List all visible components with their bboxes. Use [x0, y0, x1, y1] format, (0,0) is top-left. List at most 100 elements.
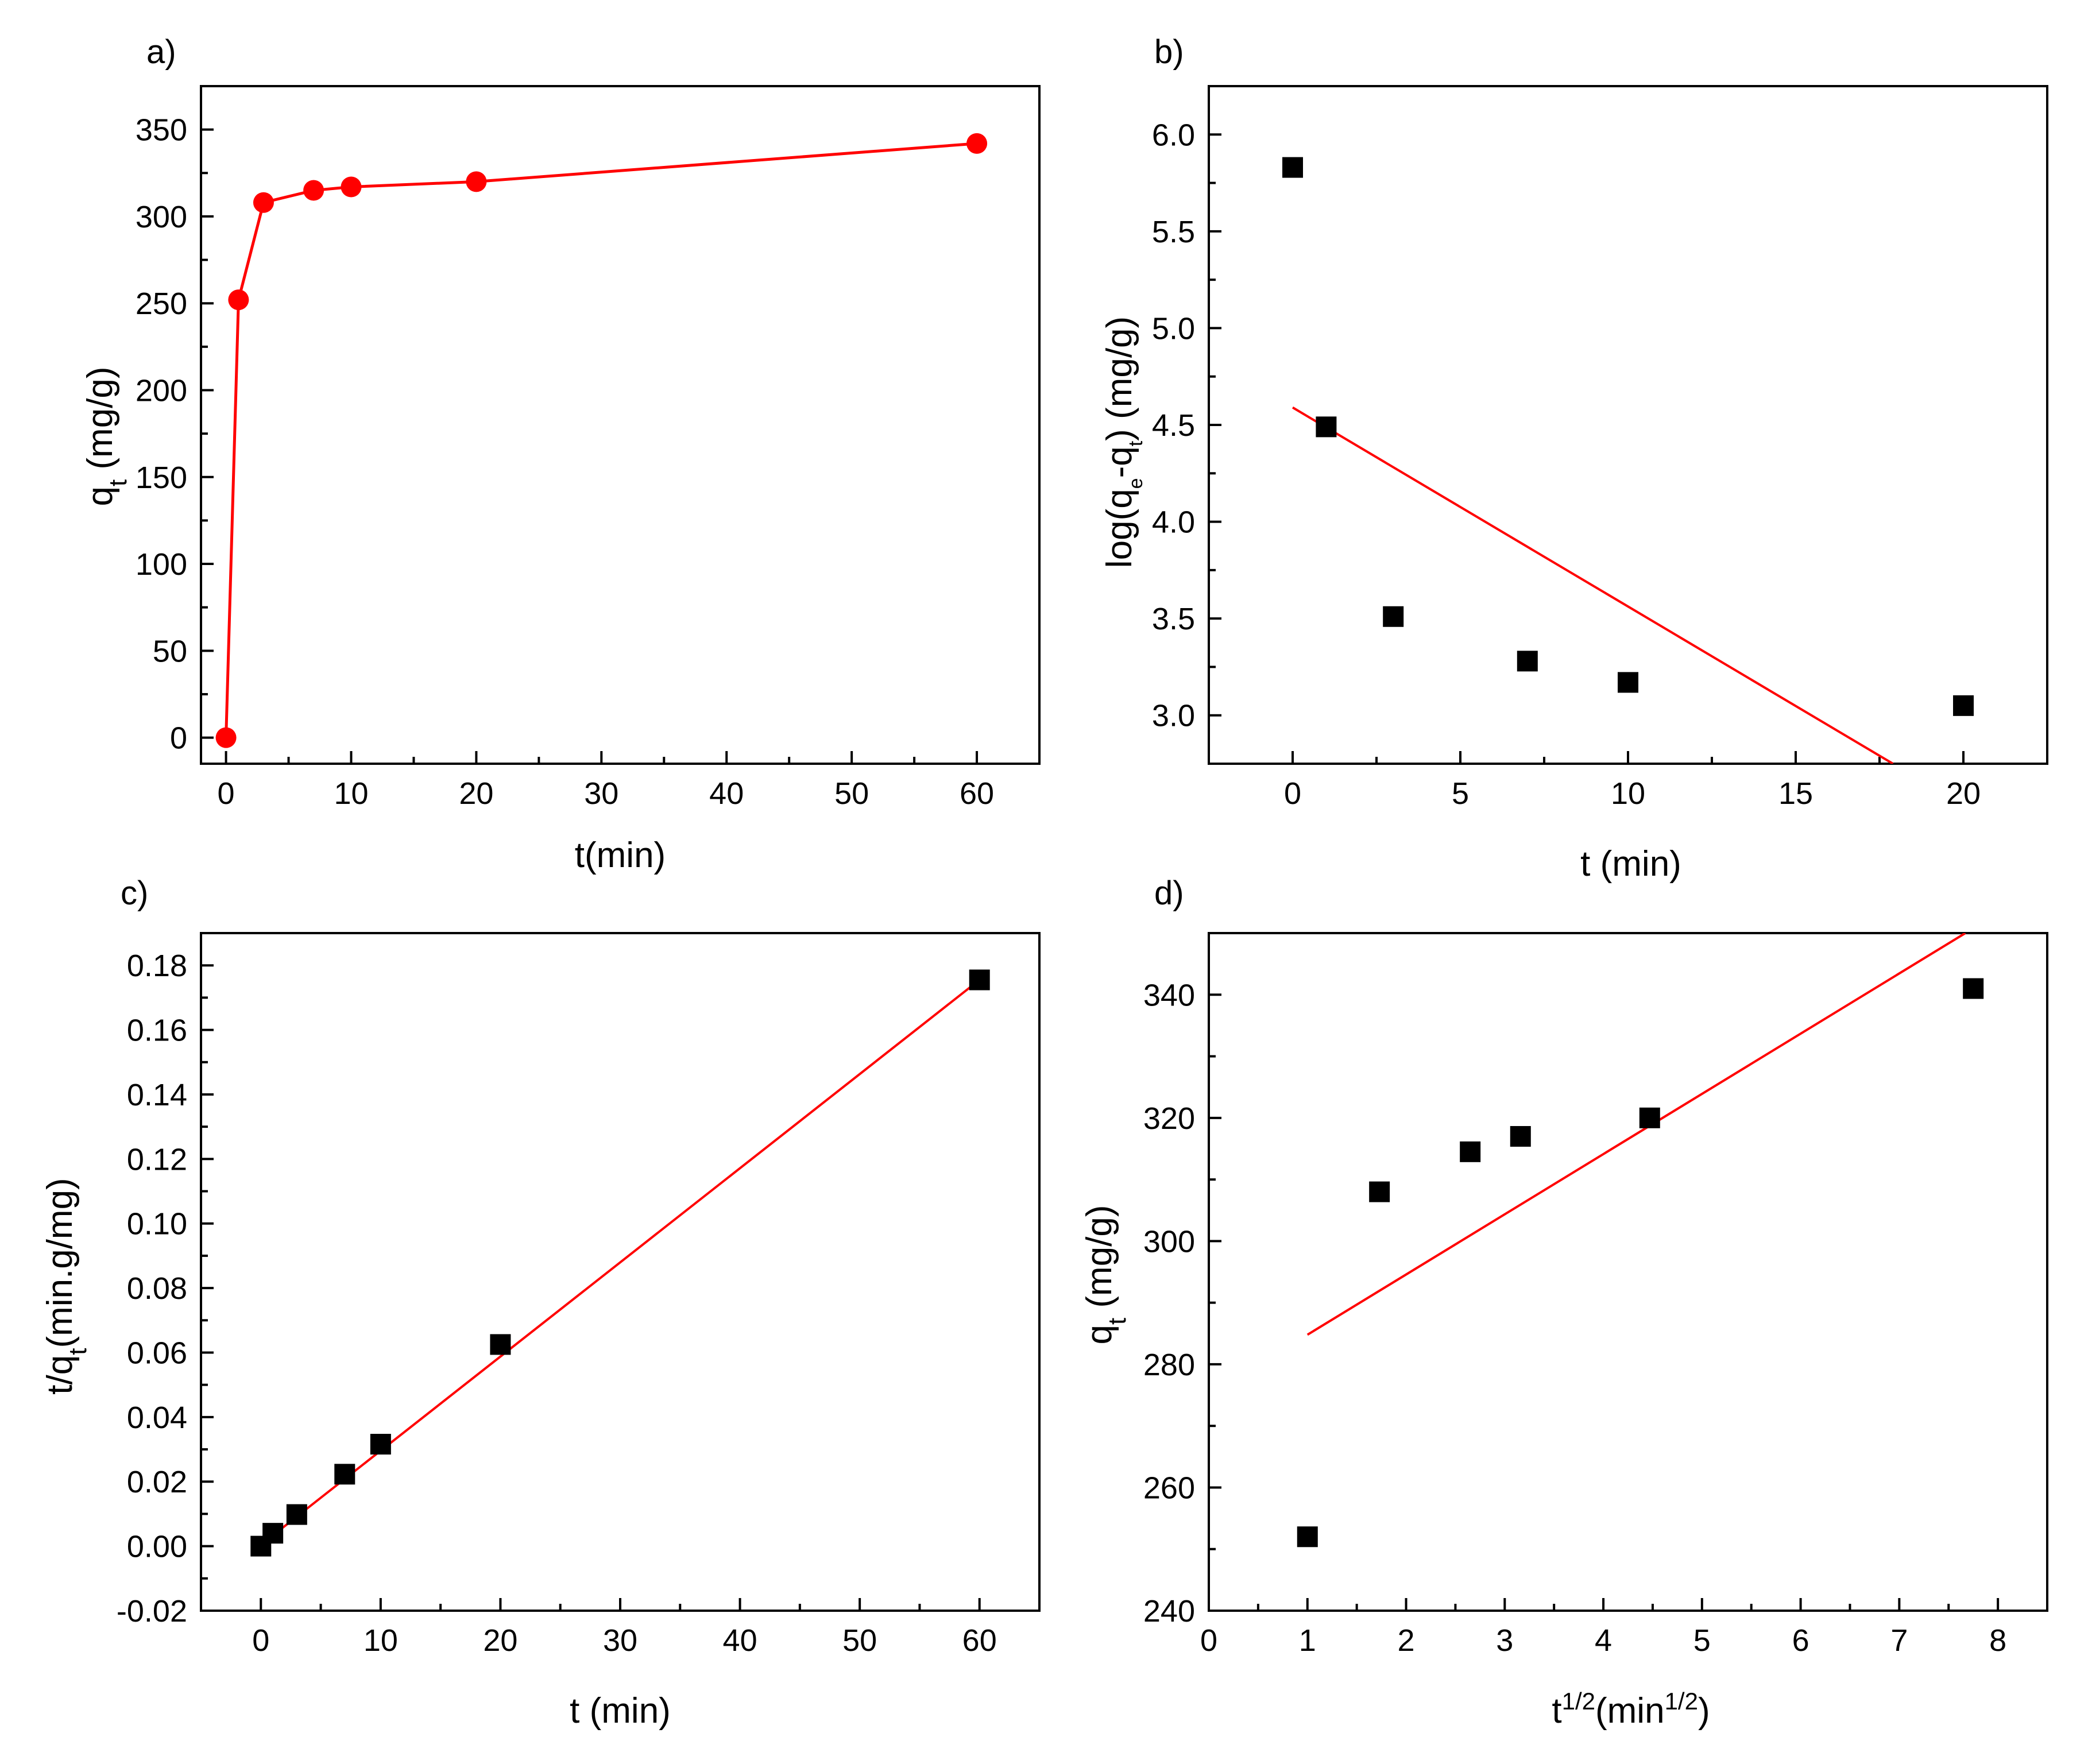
x-tick-label-b: 5 — [1452, 776, 1469, 811]
data-point-c — [286, 1504, 307, 1525]
y-tick-label-b: 4.5 — [1152, 408, 1195, 443]
x-tick-label-a: 0 — [218, 776, 235, 811]
y-tick-label-c: 0.18 — [127, 949, 187, 983]
data-point-c — [370, 1434, 391, 1455]
panel-a: a) 0 10 20 30 40 50 60 0 50 100 150 200 250 300 350 t(… — [80, 33, 1041, 875]
x-tick-label-c: 10 — [364, 1623, 398, 1658]
data-point-c — [262, 1523, 284, 1544]
x-tick-label-d: 2 — [1398, 1623, 1415, 1658]
x-axis-title-d: t1/2(min1/2) — [1552, 1688, 1710, 1731]
y-tick-label-c: 0.06 — [127, 1336, 187, 1370]
y-axis-title-b: log(qe-qt) (mg/g) — [1100, 316, 1147, 568]
y-tick-label-a: 50 — [153, 634, 187, 668]
data-point-b — [1953, 695, 1974, 716]
data-point-d — [1639, 1107, 1660, 1128]
y-tick-label-a: 300 — [136, 200, 187, 234]
y-tick-label-d: 340 — [1143, 978, 1195, 1012]
panel-c: c) 0 10 20 30 40 50 60 -0.02 0.00 0.02 0.04 0.06 0.0… — [40, 875, 1041, 1731]
data-point-b — [1316, 416, 1337, 438]
data-point-d — [1297, 1526, 1318, 1548]
y-axis-title-d: qt (mg/g) — [1080, 1205, 1131, 1344]
y-tick-label-b: 4.0 — [1152, 505, 1195, 540]
x-tick-label-b: 20 — [1946, 776, 1981, 811]
x-tick-label-d: 4 — [1595, 1623, 1612, 1658]
x-tick-label-d: 8 — [1989, 1623, 2006, 1658]
x-axis-title-c: t (min) — [570, 1691, 671, 1731]
data-point-a — [966, 133, 988, 154]
panel-label-d: d) — [1154, 875, 1184, 912]
data-point-b — [1618, 672, 1638, 693]
x-axis-title-b: t (min) — [1580, 844, 1681, 884]
panel-d: d) 0 1 2 3 4 5 6 7 8 240 260 280 300 320 340 t1/2(min1… — [1080, 875, 2048, 1731]
x-tick-label-c: 40 — [723, 1623, 757, 1658]
y-tick-label-d: 280 — [1143, 1348, 1195, 1382]
x-tick-label-d: 5 — [1693, 1623, 1711, 1658]
y-tick-label-c: 0.00 — [127, 1530, 187, 1564]
x-tick-label-d: 3 — [1496, 1623, 1513, 1658]
y-tick-label-b: 5.0 — [1152, 311, 1195, 346]
data-point-c — [969, 969, 990, 991]
fit-line-c — [260, 978, 980, 1546]
y-axis-title-c: t/qt(min.g/mg) — [40, 1178, 92, 1394]
data-point-a — [303, 180, 324, 201]
data-point-d — [1510, 1126, 1531, 1147]
y-tick-label-d: 240 — [1143, 1594, 1195, 1628]
y-tick-label-c: 0.04 — [127, 1401, 187, 1435]
y-tick-label-a: 0 — [170, 721, 187, 756]
y-tick-label-a: 250 — [136, 287, 187, 321]
y-tick-label-b: 3.5 — [1152, 602, 1195, 636]
y-tick-label-d: 260 — [1143, 1471, 1195, 1505]
plot-frame-d — [1208, 932, 2048, 1612]
plot-area-d: 0 1 2 3 4 5 6 7 8 240 260 280 300 320 340 — [1143, 932, 2048, 1658]
data-point-b — [1517, 651, 1538, 672]
data-point-a — [341, 176, 362, 198]
data-point-a — [253, 192, 274, 213]
x-tick-label-a: 30 — [584, 776, 618, 811]
data-point-a — [228, 289, 249, 311]
y-tick-label-a: 350 — [136, 113, 187, 148]
y-tick-label-c: 0.16 — [127, 1013, 187, 1048]
data-point-d — [1369, 1181, 1390, 1202]
x-tick-label-d: 7 — [1890, 1623, 1908, 1658]
y-tick-label-b: 6.0 — [1152, 118, 1195, 152]
x-tick-label-a: 10 — [334, 776, 368, 811]
data-point-d — [1460, 1141, 1481, 1162]
y-tick-label-a: 200 — [136, 373, 187, 408]
plot-area-a: 0 10 20 30 40 50 60 0 50 100 150 200 250 300 350 — [136, 85, 1041, 811]
data-point-b — [1282, 157, 1303, 178]
y-tick-label-c: -0.02 — [117, 1594, 187, 1628]
x-tick-label-b: 15 — [1778, 776, 1813, 811]
x-tick-label-a: 40 — [709, 776, 744, 811]
data-point-c — [490, 1334, 511, 1355]
plot-area-b: 0 5 10 15 20 3.0 3.5 4.0 4.5 5.0 5.5 6.0 — [1152, 85, 2048, 811]
data-point-c — [334, 1464, 355, 1485]
x-tick-label-a: 20 — [459, 776, 493, 811]
x-tick-label-a: 50 — [834, 776, 869, 811]
x-axis-title-a: t(min) — [575, 835, 666, 875]
x-tick-label-b: 0 — [1284, 776, 1301, 811]
plot-frame-c — [200, 932, 1041, 1612]
x-tick-label-a: 60 — [960, 776, 994, 811]
x-tick-label-c: 20 — [483, 1623, 517, 1658]
x-tick-label-d: 6 — [1792, 1623, 1809, 1658]
y-tick-label-c: 0.12 — [127, 1142, 187, 1177]
data-point-a — [215, 727, 237, 748]
y-tick-label-a: 150 — [136, 461, 187, 495]
y-tick-label-c: 0.14 — [127, 1078, 187, 1112]
fit-line-d — [1306, 933, 1966, 1336]
x-tick-label-b: 10 — [1611, 776, 1645, 811]
y-axis-title-a: qt (mg/g) — [80, 366, 132, 506]
x-tick-label-c: 60 — [962, 1623, 997, 1658]
y-tick-label-c: 0.10 — [127, 1207, 187, 1241]
y-tick-label-b: 5.5 — [1152, 215, 1195, 249]
x-tick-label-c: 0 — [252, 1623, 269, 1658]
panel-b: b) 0 5 10 15 20 3.0 3.5 4.0 4.5 5.0 5.5 6.0 t (min)… — [1100, 33, 2048, 884]
x-tick-label-c: 30 — [603, 1623, 637, 1658]
fit-line-b — [1292, 406, 1894, 764]
y-tick-label-d: 320 — [1143, 1101, 1195, 1136]
x-tick-label-d: 1 — [1299, 1623, 1316, 1658]
data-point-d — [1963, 978, 1984, 999]
x-tick-label-d: 0 — [1200, 1623, 1217, 1658]
y-tick-label-b: 3.0 — [1152, 699, 1195, 733]
panel-label-a: a) — [146, 33, 176, 71]
